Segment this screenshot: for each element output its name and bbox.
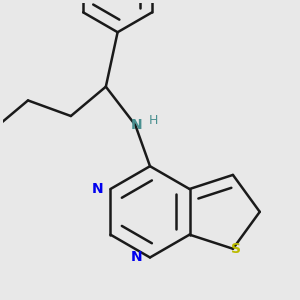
Text: S: S bbox=[231, 242, 241, 256]
Text: H: H bbox=[148, 114, 158, 127]
Text: N: N bbox=[131, 250, 142, 265]
Text: N: N bbox=[131, 118, 142, 132]
Text: N: N bbox=[92, 182, 103, 196]
